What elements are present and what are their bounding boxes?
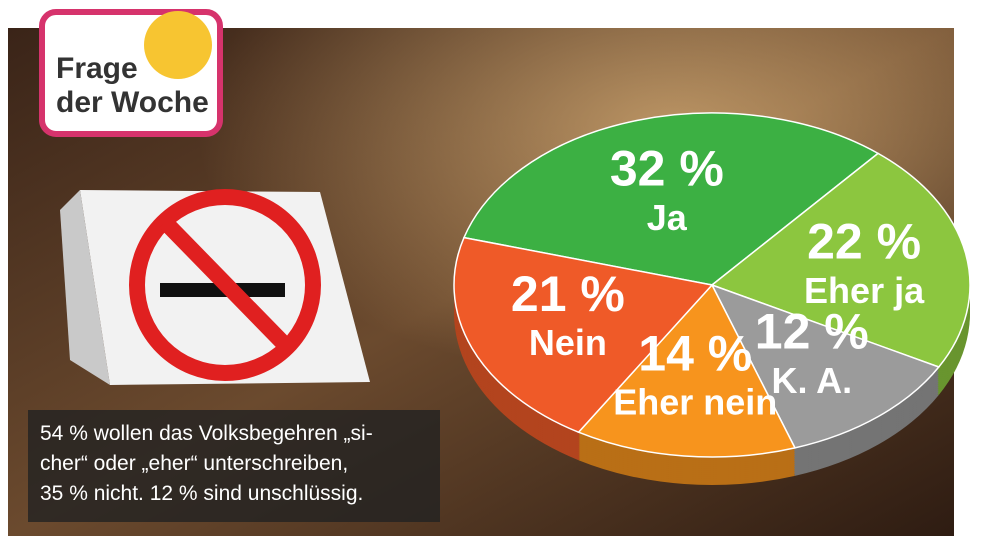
value-label: 12 %	[755, 304, 869, 360]
pie-slice	[577, 283, 797, 458]
category-label: Nein	[529, 322, 607, 363]
badge: Frage der Woche	[39, 9, 223, 137]
badge-line: Frage	[56, 52, 138, 85]
pie-slice	[710, 152, 971, 368]
thinking-emoji	[144, 11, 212, 79]
pie-slice	[462, 112, 880, 286]
caption-line: 54 % wollen das Volksbegehren „si-	[40, 422, 373, 445]
value-label: 32 %	[610, 141, 724, 197]
value-label: 21 %	[511, 266, 625, 322]
caption-line: cher“ oder „eher“ unterschreiben,	[40, 452, 348, 475]
caption-line: 35 % nicht. 12 % sind unschlüssig.	[40, 482, 363, 505]
category-label: Eher ja	[804, 270, 925, 311]
pie-slice	[710, 283, 941, 449]
category-label: K. A.	[771, 360, 852, 401]
badge-line: der Woche	[56, 86, 209, 119]
category-label: Ja	[647, 197, 688, 238]
no-smoking-sign	[60, 189, 370, 385]
category-label: Eher nein	[613, 382, 777, 423]
caption: 54 % wollen das Volksbegehren „si- cher“…	[28, 410, 440, 522]
value-label: 14 %	[638, 325, 752, 381]
value-label: 22 %	[807, 214, 921, 270]
pie-slice	[453, 236, 714, 434]
